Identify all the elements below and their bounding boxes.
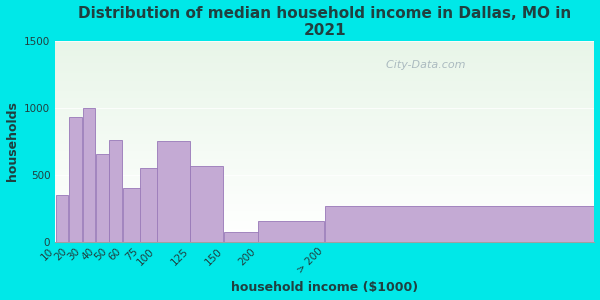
Bar (69, 117, 82, 242)
Bar (55, 239, 595, 242)
Bar (55, 169, 595, 171)
Bar (55, 106, 595, 108)
Bar (55, 113, 595, 116)
Bar (83, 107, 95, 242)
Bar (55, 126, 595, 128)
Title: Distribution of median household income in Dallas, MO in
2021: Distribution of median household income … (78, 6, 571, 38)
Bar (55, 204, 595, 206)
Bar (55, 161, 595, 164)
Bar (55, 103, 595, 106)
Bar (55, 209, 595, 211)
Bar (55, 237, 595, 239)
Bar (55, 91, 595, 93)
Bar (325, 206, 594, 242)
Bar (55, 174, 595, 176)
Bar (55, 159, 595, 161)
Bar (55, 86, 595, 88)
Bar (55, 229, 595, 232)
Bar (157, 141, 190, 242)
Bar (55, 141, 595, 144)
Bar (55, 48, 595, 51)
Bar (55, 88, 595, 91)
Bar (55, 53, 595, 56)
Bar (55, 43, 595, 46)
Bar (109, 140, 122, 242)
Bar (55, 164, 595, 166)
Bar (55, 196, 595, 199)
Bar (55, 199, 595, 201)
Bar (140, 168, 173, 242)
Bar (55, 51, 595, 53)
Bar (55, 221, 595, 224)
Bar (55, 83, 595, 86)
Bar (55, 146, 595, 148)
Bar (55, 134, 595, 136)
Bar (96, 154, 109, 242)
Bar (55, 154, 595, 156)
Text: City-Data.com: City-Data.com (379, 60, 465, 70)
Bar (55, 212, 595, 214)
Bar (55, 234, 595, 237)
Bar (55, 98, 595, 101)
Bar (55, 181, 595, 184)
Bar (55, 71, 595, 73)
Bar (55, 68, 595, 71)
Bar (190, 166, 223, 242)
Bar (123, 188, 143, 242)
Bar (56, 195, 68, 242)
Bar (55, 101, 595, 103)
Bar (55, 224, 595, 226)
Bar (55, 186, 595, 189)
Bar (55, 191, 595, 194)
Bar (55, 121, 595, 124)
Bar (55, 171, 595, 174)
Bar (55, 136, 595, 139)
Bar (55, 81, 595, 83)
Bar (55, 116, 595, 118)
Bar (55, 56, 595, 58)
Bar (55, 176, 595, 179)
Bar (258, 221, 325, 242)
Bar (55, 214, 595, 217)
Bar (55, 179, 595, 181)
Bar (55, 194, 595, 196)
Bar (55, 63, 595, 66)
Bar (55, 128, 595, 131)
Bar (55, 118, 595, 121)
Bar (55, 93, 595, 96)
Bar (55, 66, 595, 68)
Bar (55, 96, 595, 98)
Bar (55, 40, 595, 43)
Bar (55, 148, 595, 151)
Bar (55, 78, 595, 81)
Bar (224, 232, 291, 242)
Bar (55, 217, 595, 219)
Bar (55, 76, 595, 78)
Bar (55, 184, 595, 186)
Bar (55, 131, 595, 134)
Bar (55, 232, 595, 234)
Bar (55, 219, 595, 221)
Bar (55, 73, 595, 76)
Bar (55, 206, 595, 209)
Bar (55, 111, 595, 113)
Bar (55, 124, 595, 126)
Bar (55, 46, 595, 48)
Bar (55, 144, 595, 146)
Bar (55, 61, 595, 63)
Bar (55, 189, 595, 191)
Bar (55, 151, 595, 154)
Bar (55, 226, 595, 229)
Y-axis label: households: households (5, 101, 19, 181)
Bar (55, 108, 595, 111)
Bar (55, 156, 595, 159)
Bar (55, 201, 595, 204)
Bar (55, 139, 595, 141)
Bar (55, 166, 595, 169)
X-axis label: household income ($1000): household income ($1000) (231, 281, 418, 294)
Bar (55, 58, 595, 61)
